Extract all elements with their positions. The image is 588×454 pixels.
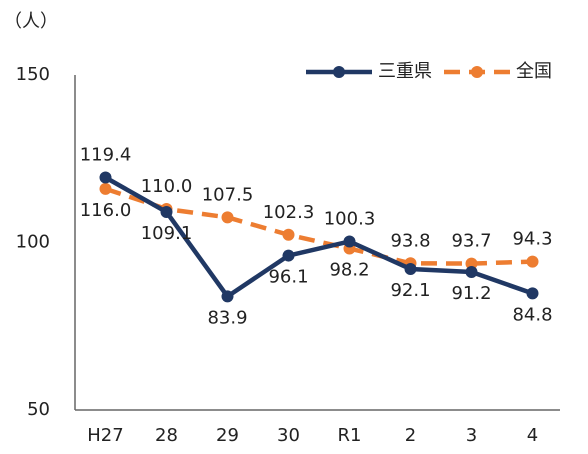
data-label: 98.2 [329, 260, 369, 281]
point [99, 182, 112, 195]
x-tick-label: 4 [527, 425, 538, 446]
point [526, 287, 539, 300]
data-label: 93.7 [451, 231, 491, 252]
point [221, 290, 234, 303]
data-label: 110.0 [141, 176, 193, 197]
series-line [104, 186, 533, 266]
y-tick-label: 150 [16, 64, 50, 85]
y-tick-label: 50 [27, 399, 50, 420]
point [99, 171, 112, 184]
point [404, 262, 417, 275]
data-label: 116.0 [80, 200, 132, 221]
data-label: 107.5 [202, 184, 254, 205]
data-label: 92.1 [390, 280, 430, 301]
data-label: 83.9 [207, 307, 247, 328]
data-label: 100.3 [324, 208, 376, 229]
point [160, 206, 173, 219]
point [221, 211, 234, 224]
data-label: 96.1 [268, 267, 308, 288]
point [526, 255, 539, 268]
point [282, 228, 295, 241]
legend-marker [471, 66, 483, 78]
x-tick-label: 28 [155, 425, 178, 446]
data-label: 119.4 [80, 145, 132, 166]
data-label: 84.8 [512, 304, 552, 325]
x-tick-label: 2 [405, 425, 416, 446]
data-label: 109.1 [141, 223, 193, 244]
data-label: 91.2 [451, 283, 491, 304]
x-tick-label: 29 [216, 425, 239, 446]
y-axis-label: （人） [4, 11, 58, 32]
legend-label: 全国 [516, 61, 552, 82]
y-tick-label: 100 [16, 232, 50, 253]
series-line [104, 175, 534, 300]
x-tick-label: 3 [466, 425, 477, 446]
legend-marker [333, 66, 345, 78]
point [465, 257, 478, 270]
x-tick-label: 30 [277, 425, 300, 446]
data-label: 93.8 [390, 230, 430, 251]
point [465, 265, 478, 278]
point [343, 235, 356, 248]
point [282, 249, 295, 262]
x-tick-label: R1 [338, 425, 362, 446]
data-label: 102.3 [263, 202, 315, 223]
data-label: 94.3 [512, 229, 552, 250]
x-tick-label: H27 [87, 425, 123, 446]
legend-label: 三重県 [378, 61, 432, 82]
